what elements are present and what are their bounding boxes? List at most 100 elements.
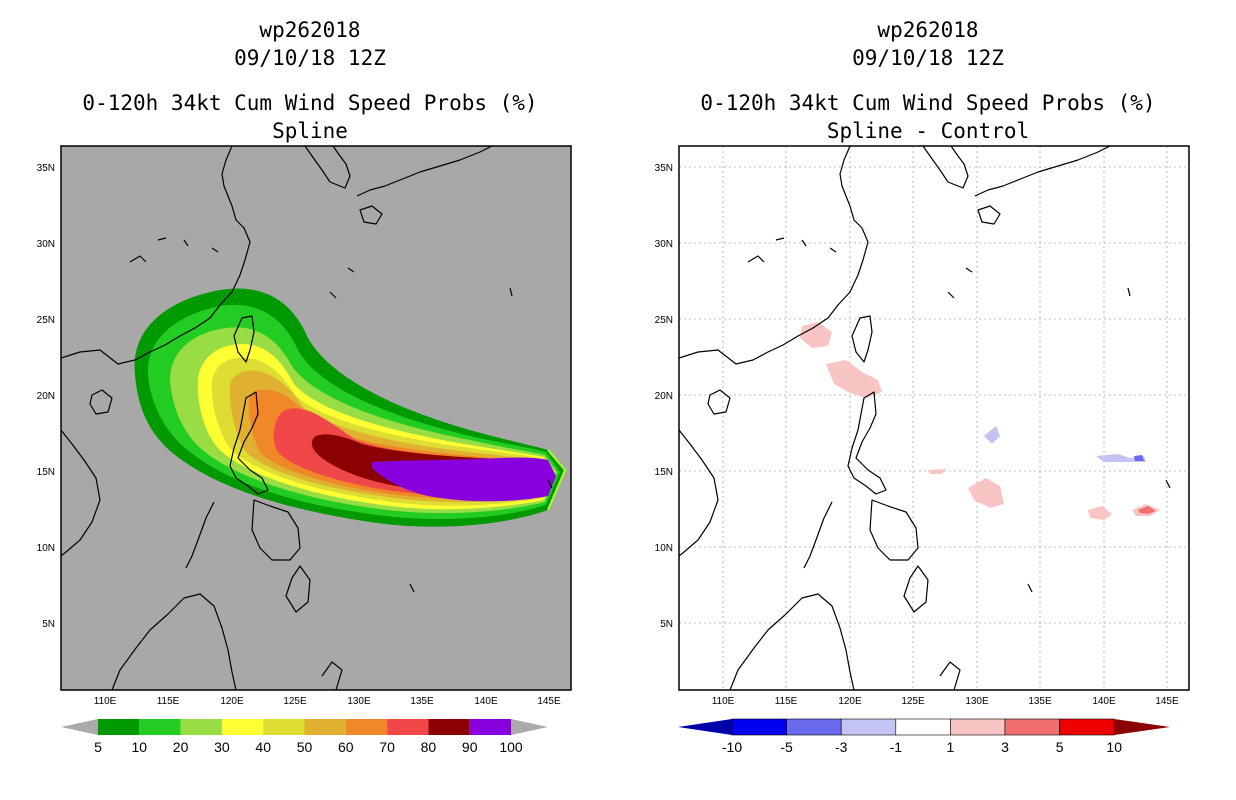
colorbar-segment [139, 719, 181, 735]
left-lon-label: 145E [537, 696, 561, 707]
colorbar-label: 5 [1056, 739, 1064, 755]
colorbar-segment [428, 719, 470, 735]
left-lat-label: 30N [37, 239, 55, 250]
colorbar-segment [180, 719, 222, 735]
colorbar-label: 3 [1001, 739, 1009, 755]
colorbar-segment [469, 719, 511, 735]
left-titles: wp262018 09/10/18 12Z 0-120h 34kt Cum Wi… [82, 18, 537, 143]
right-lon-label: 120E [838, 696, 862, 707]
left-colorbar: 5 10 20 30 40 50 60 70 80 90 100 [61, 719, 548, 755]
colorbar-segment [840, 718, 897, 736]
left-lat-label: 20N [37, 391, 55, 402]
colorbar-label: 100 [499, 739, 523, 755]
diff-positive-patch [800, 322, 832, 348]
diff-negative-patch [1096, 454, 1146, 462]
left-lon-label: 140E [474, 696, 498, 707]
colorbar-label: 1 [947, 739, 955, 755]
colorbar-label: 10 [1106, 739, 1122, 755]
colorbar-segment [950, 718, 1006, 736]
left-colorbar-labels: 5 10 20 30 40 50 60 70 80 90 100 [94, 739, 523, 755]
colorbar-segment [895, 718, 951, 736]
colorbar-label: 40 [255, 739, 271, 755]
colorbar-label: -5 [780, 739, 793, 755]
diff-negative-patch [984, 426, 1000, 444]
colorbar-label: -3 [835, 739, 848, 755]
left-map: 110E 115E 120E 125E 130E 135E 140E 145E … [37, 145, 572, 707]
colorbar-label: 60 [338, 739, 354, 755]
right-title-subtitle: Spline - Control [827, 119, 1029, 143]
colorbar-label: 90 [462, 739, 478, 755]
swath-peak-edge [547, 449, 567, 511]
right-title-date: 09/10/18 12Z [852, 46, 1004, 70]
left-lat-label: 15N [37, 467, 55, 478]
colorbar-label: 20 [173, 739, 189, 755]
right-map-frame [678, 145, 1190, 691]
left-lon-label: 125E [283, 696, 307, 707]
left-lon-label: 110E [94, 696, 117, 707]
left-title-date: 09/10/18 12Z [234, 46, 386, 70]
right-lat-label: 20N [655, 391, 673, 402]
colorbar-segment [1059, 718, 1115, 736]
colorbar-segment [731, 718, 787, 736]
colorbar-label: 70 [379, 739, 395, 755]
left-title-product: 0-120h 34kt Cum Wind Speed Probs (%) [82, 91, 537, 115]
right-titles: wp262018 09/10/18 12Z 0-120h 34kt Cum Wi… [700, 18, 1155, 143]
left-lon-label: 120E [220, 696, 244, 707]
right-lon-label: 135E [1028, 696, 1052, 707]
colorbar-segment [221, 719, 264, 735]
diff-positive-patch [968, 478, 1004, 508]
colorbar-segment [1004, 718, 1060, 736]
right-gridlines [679, 146, 1189, 690]
colorbar-label: -1 [890, 739, 903, 755]
left-colorbar-under-arrow [61, 719, 98, 735]
left-lon-label: 115E [157, 696, 180, 707]
colorbar-segment [263, 719, 305, 735]
right-lon-label: 140E [1092, 696, 1116, 707]
colorbar-label: 10 [132, 739, 148, 755]
right-title-product: 0-120h 34kt Cum Wind Speed Probs (%) [700, 91, 1155, 115]
right-colorbar-under-arrow [678, 719, 732, 735]
left-lat-axis: 5N 10N 15N 20N 25N 30N 35N [37, 163, 55, 630]
left-probability-swath [61, 146, 567, 690]
left-lat-label: 10N [37, 543, 55, 554]
right-lon-label: 145E [1155, 696, 1179, 707]
right-lon-label: 125E [901, 696, 925, 707]
right-colorbar-labels: -10 -5 -3 -1 1 3 5 10 [722, 739, 1122, 755]
diff-positive-patch-strong [1138, 506, 1156, 514]
left-lon-label: 135E [410, 696, 434, 707]
left-lat-label: 25N [37, 315, 55, 326]
right-lon-label: 110E [712, 696, 735, 707]
right-colorbar: -10 -5 -3 -1 1 3 5 10 [678, 718, 1170, 755]
swath-level-90 [372, 457, 556, 502]
colorbar-label: -10 [722, 739, 742, 755]
colorbar-label: 5 [94, 739, 102, 755]
left-title-subtitle: Spline [272, 119, 348, 143]
left-lat-label: 35N [37, 163, 55, 174]
colorbar-segment [387, 719, 429, 735]
right-lat-label: 30N [655, 239, 673, 250]
right-lon-label: 115E [775, 696, 798, 707]
colorbar-label: 80 [421, 739, 437, 755]
right-title-storm-id: wp262018 [877, 18, 978, 42]
diff-positive-patch [1088, 506, 1112, 520]
left-lon-label: 130E [347, 696, 371, 707]
right-map: 110E 115E 120E 125E 130E 135E 140E 145E … [655, 145, 1190, 707]
left-map-frame [60, 145, 572, 691]
right-colorbar-over-arrow [1114, 719, 1170, 735]
diff-positive-patch [826, 360, 882, 398]
left-title-storm-id: wp262018 [259, 18, 360, 42]
right-map-background [679, 146, 1189, 690]
colorbar-segment [304, 719, 346, 735]
right-colorbar-segments [731, 718, 1115, 736]
right-lat-label: 5N [660, 619, 673, 630]
colorbar-segment [345, 719, 388, 735]
right-lat-axis: 5N 10N 15N 20N 25N 30N 35N [655, 163, 673, 630]
right-lat-label: 10N [655, 543, 673, 554]
right-lat-label: 15N [655, 467, 673, 478]
right-lon-axis: 110E 115E 120E 125E 130E 135E 140E 145E [712, 696, 1179, 707]
left-colorbar-segments [98, 719, 511, 735]
left-lat-label: 5N [42, 619, 55, 630]
right-lat-label: 35N [655, 163, 673, 174]
right-difference-field [800, 322, 1160, 520]
